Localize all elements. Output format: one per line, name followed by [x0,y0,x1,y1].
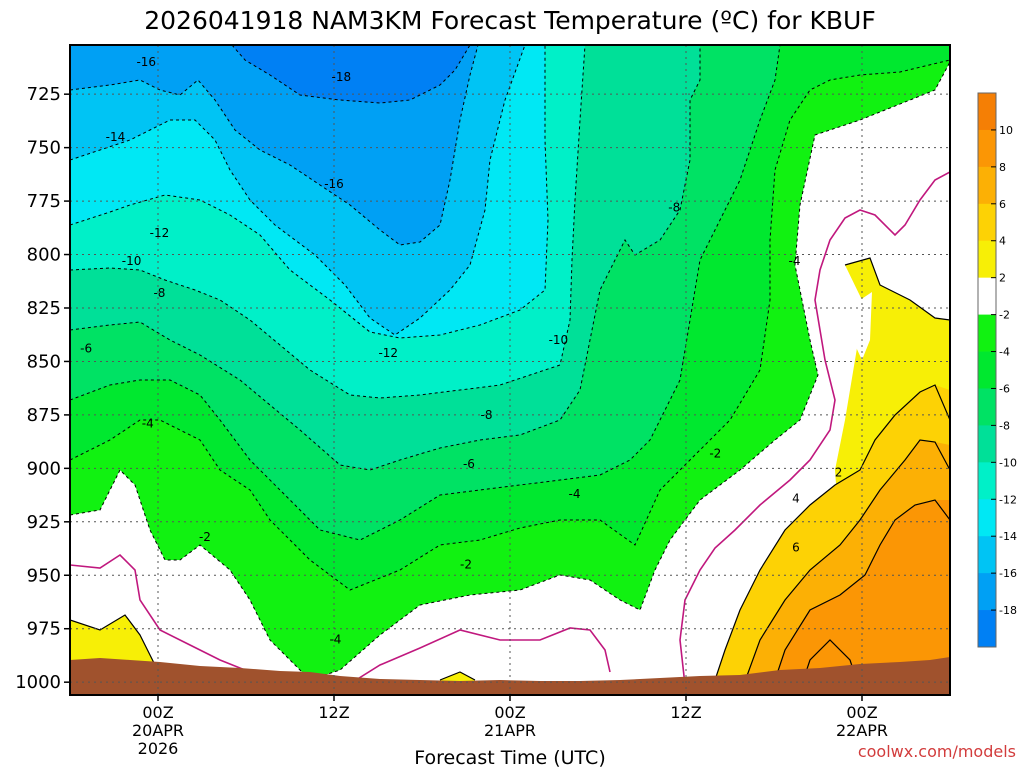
gridlines [70,45,950,695]
colorbar-swatch [978,573,996,611]
contour-label: -14 [106,130,126,144]
x-tick-label: 00Z [494,703,525,722]
colorbar-swatch [978,203,996,242]
contour-label: 2 [835,466,843,480]
negative-isotherms [70,45,950,681]
y-tick-label: 725 [27,84,61,105]
colorbar-swatch [978,425,996,463]
credit-text: coolwx.com/models [858,742,1016,761]
contour-label: 6 [792,540,800,554]
colorbar: 10 8 6 4 2 -2 -4 -6 -8 -10 -12 -14 -16 -18 [977,92,1017,648]
x-tick-year: 2026 [138,739,179,758]
x-tick-label: 00Z [142,703,173,722]
colorbar-label: -10 [999,456,1017,469]
band-6-to-8 [770,500,950,695]
colorbar-swatch [978,610,996,648]
colorbar-swatch [978,93,996,131]
y-tick-label: 850 [27,351,61,372]
y-tick-label: 925 [27,512,61,533]
colorbar-swatch [978,314,996,352]
chart-title: 2026041918 NAM3KM Forecast Temperature (… [144,6,875,35]
colorbar-label: -18 [999,604,1017,617]
colorbar-label: 6 [999,198,1006,211]
temperature-field [70,45,950,695]
x-axis-label: Forecast Time (UTC) [414,747,605,768]
colorbar-swatch [978,129,996,168]
x-tick-label: 00Z [846,703,877,722]
colorbar-label: -16 [999,567,1017,580]
colorbar-label: 10 [999,124,1013,137]
y-tick-label: 825 [27,298,61,319]
ground [70,657,950,695]
contour-label: -4 [142,416,154,430]
colorbar-swatch [978,462,996,500]
contour-label: 4 [792,491,800,505]
x-tick-date: 20APR [132,721,184,740]
contour-label: -2 [460,558,472,572]
y-tick-label: 950 [27,565,61,586]
colorbar-swatch [978,240,996,279]
band-white-pocket [855,292,872,360]
zero-isotherms [70,171,950,691]
contour-label: -8 [668,201,680,215]
contour-label: -4 [569,487,581,501]
x-tick-label: 12Z [670,703,701,722]
colorbar-swatch [978,388,996,426]
positive-isotherms [70,257,950,695]
colorbar-swatch [978,499,996,537]
contour-label: -16 [324,177,344,191]
contour-label: -4 [329,632,341,646]
contour-label: -16 [136,55,156,69]
contour-label: -8 [153,286,165,300]
y-tick-label: 750 [27,138,61,159]
colorbar-label: -4 [999,346,1010,359]
contour-labels: -16 -18 -14 -16 -12 -8 -10 -4 -8 -10 -6 -12 -4 -8 -2 -6… [80,55,842,646]
y-tick-label: 900 [27,458,61,479]
colorbar-label: 4 [999,235,1006,248]
colorbar-label: -8 [999,419,1010,432]
contour-label: -6 [463,457,475,471]
x-tick-date: 21APR [484,721,536,740]
x-tick-label: 12Z [318,703,349,722]
colorbar-swatch [978,166,996,205]
colorbar-label: -14 [999,530,1017,543]
y-tick-label: 975 [27,619,61,640]
x-tick-date: 22APR [836,721,888,740]
contour-label: -18 [332,70,352,84]
colorbar-swatch [978,351,996,389]
colorbar-label: -12 [999,493,1017,506]
band-below-minus-18 [232,45,470,103]
colorbar-label: -6 [999,382,1010,395]
y-tick-label: 775 [27,191,61,212]
colorbar-label: -2 [999,309,1010,322]
colorbar-label: 2 [999,272,1006,285]
contour-label: -10 [549,333,569,347]
y-tick-label: 1000 [15,672,61,693]
contour-label: -8 [481,408,493,422]
contour-label: -10 [122,254,142,268]
colorbar-label: 8 [999,161,1006,174]
contour-label: -4 [789,254,801,268]
contour-label: -2 [199,530,211,544]
contour-label: -12 [150,226,170,240]
contour-label: -2 [709,446,721,460]
colorbar-swatch [978,277,996,315]
colorbar-frame [977,92,997,648]
colorbar-swatch [978,536,996,574]
contour-label: -12 [378,346,398,360]
contour-label: -6 [80,342,92,356]
y-tick-label: 875 [27,405,61,426]
y-tick-label: 800 [27,245,61,266]
y-axis: 725 750 775 800 825 850 875 900 925 950 975 1000 [15,84,70,693]
